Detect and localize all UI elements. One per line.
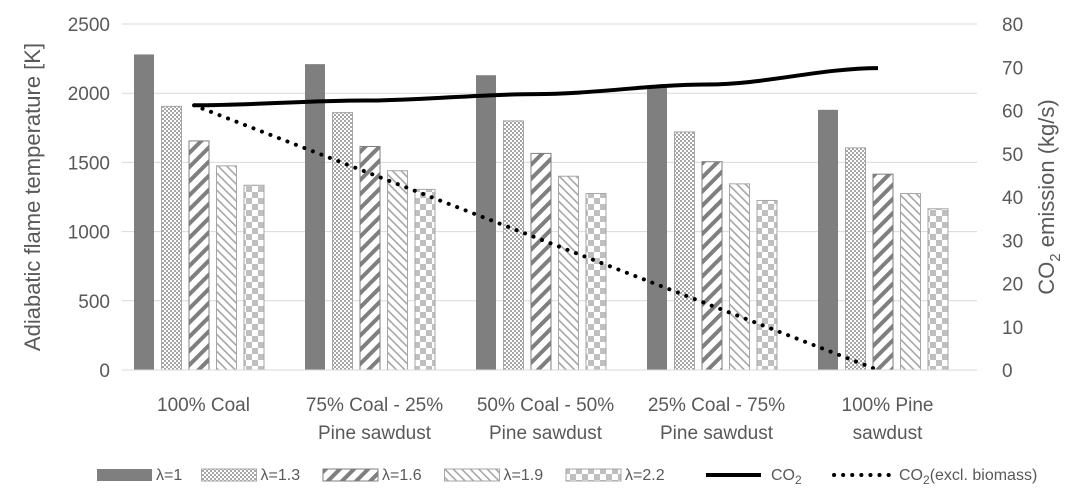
x-tick-label: 75% Coal - 25% <box>306 395 443 416</box>
y-left-tick-label: 0 <box>99 361 110 382</box>
line-co2 <box>193 66 879 108</box>
x-tick-label: 25% Coal - 75% <box>648 395 785 416</box>
legend-label: CO2(excl. biomass) <box>899 467 1037 487</box>
bar <box>332 112 353 371</box>
legend-label: λ=1 <box>156 467 182 484</box>
x-tick-label: 100% Coal <box>157 395 250 416</box>
legend-label: λ=1.3 <box>261 467 301 484</box>
y-right-tick-label: 80 <box>1002 15 1023 36</box>
y-right-tick-label: 50 <box>1002 145 1023 166</box>
x-tick-label: 100% Pine <box>842 395 934 416</box>
x-tick-label: Pine sawdust <box>660 423 774 444</box>
bar <box>872 173 894 371</box>
y-right-axis-title: CO2 emission (kg/s) <box>1034 99 1064 294</box>
y-left-tick-label: 2000 <box>68 84 110 105</box>
y-right-tick-label: 0 <box>1002 361 1013 382</box>
x-tick-label: Pine sawdust <box>318 423 432 444</box>
bar <box>503 120 524 371</box>
bar <box>845 147 866 371</box>
bars <box>134 54 949 371</box>
legend-label-subscript: 2 <box>795 473 802 487</box>
y-right-tick-label: 20 <box>1002 275 1023 296</box>
legend-swatch <box>444 468 500 482</box>
bar <box>674 131 695 371</box>
y-left-tick-label: 1500 <box>68 153 110 174</box>
bar <box>927 208 949 371</box>
legend-label: CO2 <box>771 467 802 487</box>
x-tick-label: Pine sawdust <box>489 423 603 444</box>
y-right-tick-label: 30 <box>1002 231 1023 252</box>
bar <box>134 54 154 370</box>
bar <box>756 199 778 371</box>
y-left-tick-label: 2500 <box>68 15 110 36</box>
bar <box>243 184 265 371</box>
bar <box>476 75 496 370</box>
bar <box>359 145 381 371</box>
legend-label-suffix: (excl. biomass) <box>930 467 1038 484</box>
legend-label: λ=1.6 <box>382 467 422 484</box>
bar <box>414 188 436 371</box>
bar <box>900 193 921 371</box>
bar <box>305 64 325 371</box>
axes: 0 500 1000 1500 2000 2500 0 10 20 30 40 50 60 70 80 100… <box>20 15 1064 444</box>
bar <box>701 161 723 371</box>
lines <box>192 66 880 372</box>
bar <box>387 170 408 371</box>
bar <box>818 109 838 371</box>
legend-label: λ=2.2 <box>625 467 665 484</box>
line-co2-excl-biomass <box>192 103 880 372</box>
bar <box>729 183 750 371</box>
y-right-axis-title-prefix: CO <box>1034 262 1059 295</box>
bar <box>585 193 607 371</box>
legend: λ=1 λ=1.3 λ=1.6 λ=1.9 λ=2.2 CO2 CO2(excl. biom… <box>97 467 1037 487</box>
legend-swatch <box>97 469 152 481</box>
y-right-tick-label: 10 <box>1002 318 1023 339</box>
y-right-axis-title-suffix: emission (kg/s) <box>1034 99 1059 253</box>
y-right-tick-label: 70 <box>1002 58 1023 79</box>
y-left-tick-label: 500 <box>78 292 110 313</box>
bar <box>647 87 667 370</box>
y-left-axis-title: Adiabatic flame temperature [K] <box>20 43 45 351</box>
legend-label-prefix: CO <box>899 467 923 484</box>
legend-label-prefix: CO <box>771 467 795 484</box>
legend-swatch <box>322 468 379 482</box>
y-left-tick-label: 1000 <box>68 223 110 244</box>
bar <box>558 175 579 371</box>
y-right-tick-label: 60 <box>1002 102 1023 123</box>
bar <box>530 152 552 371</box>
bar <box>188 140 210 371</box>
legend-swatch <box>565 468 622 482</box>
bar <box>161 105 182 371</box>
bar <box>216 165 237 371</box>
legend-swatch <box>201 468 257 482</box>
x-tick-label: sawdust <box>853 423 923 444</box>
legend-label-subscript: 2 <box>923 473 930 487</box>
x-tick-label: 50% Coal - 50% <box>477 395 614 416</box>
legend-label: λ=1.9 <box>504 467 544 484</box>
y-right-tick-label: 40 <box>1002 188 1023 209</box>
y-right-axis-title-subscript: 2 <box>1047 253 1064 261</box>
